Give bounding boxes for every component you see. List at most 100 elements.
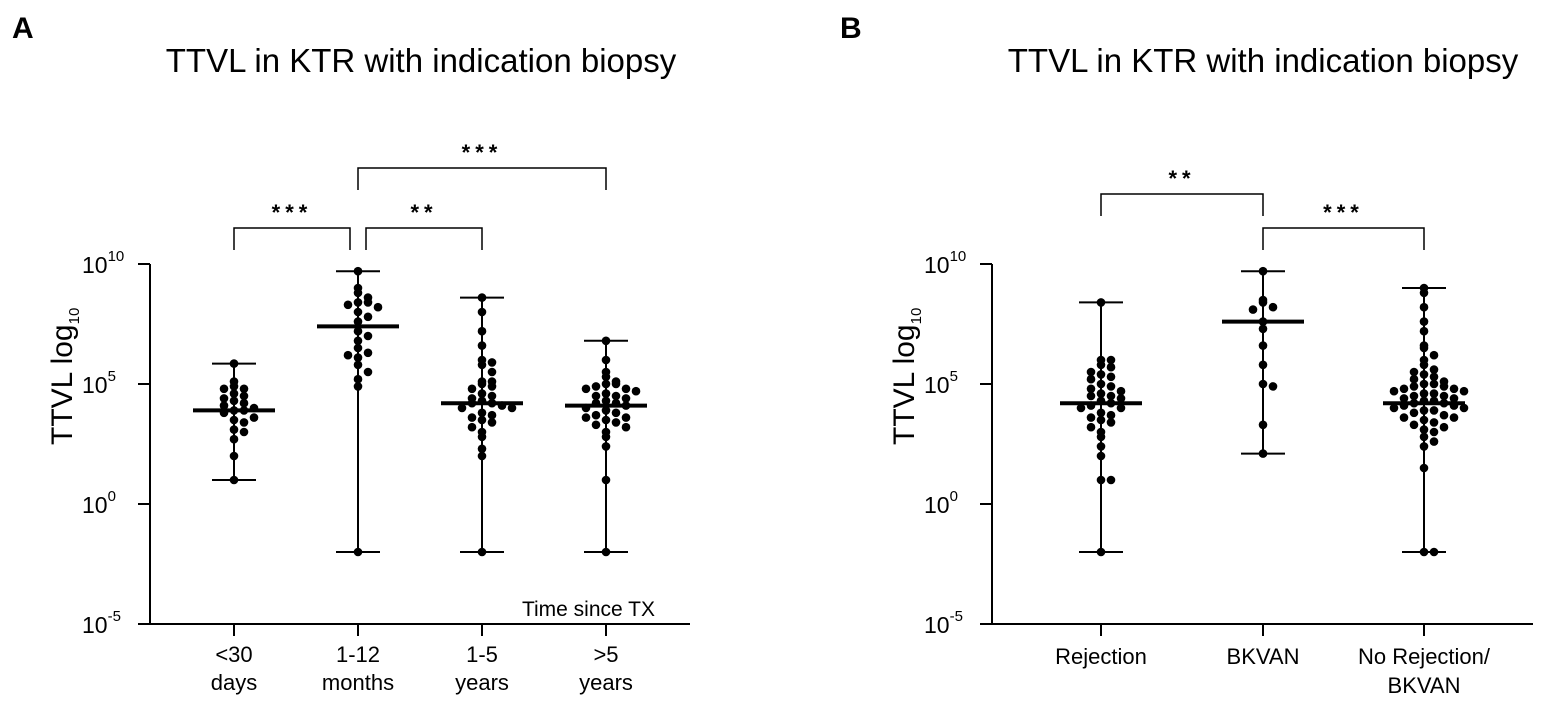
data-point — [1258, 324, 1268, 334]
data-point — [1106, 391, 1116, 401]
data-point — [467, 413, 477, 422]
data-point — [1258, 420, 1268, 430]
data-point — [219, 394, 229, 403]
data-point — [1106, 362, 1116, 372]
data-point — [229, 396, 239, 406]
data-point — [363, 298, 373, 307]
panel-a-categories: <30 days 1-12 months 1-5 years >5 years — [193, 266, 647, 695]
y-tick-label: 10-5 — [82, 608, 121, 638]
data-point — [353, 336, 363, 346]
data-point — [353, 326, 363, 336]
data-point — [1429, 365, 1439, 374]
data-point — [353, 547, 363, 557]
data-point — [1096, 415, 1106, 425]
data-point — [219, 401, 229, 410]
data-point — [1086, 413, 1096, 422]
data-point — [487, 391, 497, 401]
data-point — [1116, 394, 1126, 403]
data-point — [1399, 384, 1409, 394]
data-point — [487, 418, 497, 427]
data-point — [239, 398, 249, 408]
data-point — [1096, 298, 1106, 307]
significance-bracket: ** — [1100, 166, 1264, 216]
data-point — [1419, 442, 1429, 451]
data-point — [229, 359, 239, 368]
data-point — [229, 434, 239, 444]
data-point — [1096, 432, 1106, 442]
significance-bracket: ** — [365, 200, 483, 250]
significance-stars: ** — [1168, 166, 1195, 191]
data-point — [1268, 302, 1278, 312]
data-point — [477, 307, 487, 317]
data-point — [591, 382, 601, 391]
data-point — [467, 422, 477, 432]
data-point — [621, 394, 631, 403]
significance-stars: *** — [462, 140, 503, 165]
significance-stars: *** — [1323, 200, 1364, 225]
data-point — [1419, 370, 1429, 379]
data-point — [601, 415, 611, 425]
data-point — [1419, 288, 1429, 298]
bracket-line — [1100, 193, 1264, 216]
data-point — [467, 384, 477, 394]
y-tick-label: 105 — [924, 368, 958, 398]
data-point — [1419, 379, 1429, 389]
data-point — [1096, 408, 1106, 418]
data-point — [1429, 427, 1439, 437]
significance-bracket: *** — [233, 200, 351, 250]
y-tick-label: 105 — [82, 368, 116, 398]
data-point — [1459, 386, 1469, 396]
data-point — [611, 391, 621, 401]
data-point — [477, 360, 487, 370]
data-point — [611, 379, 621, 389]
category-group: No Rejection/BKVAN — [1358, 283, 1491, 698]
data-point — [353, 382, 363, 391]
data-point — [229, 425, 239, 434]
y-tick-exponent: 10 — [950, 248, 967, 265]
y-tick-label: 100 — [82, 488, 116, 518]
y-tick-base: 10 — [924, 612, 950, 638]
data-point — [601, 355, 611, 365]
data-point — [1419, 406, 1429, 415]
data-point — [1429, 350, 1439, 360]
data-point — [477, 293, 487, 302]
panel-b-y-axis-label: TTVL log10 — [888, 308, 925, 445]
data-point — [1439, 422, 1449, 432]
panel-a-y-axis-label: TTVL log10 — [46, 308, 83, 445]
significance-bracket: *** — [1262, 200, 1425, 250]
y-tick-exponent: 10 — [108, 248, 125, 265]
bracket-line — [357, 167, 607, 190]
data-point — [1096, 451, 1106, 461]
data-point — [1409, 367, 1419, 377]
y-tick-base: 10 — [924, 252, 950, 278]
data-point — [363, 348, 373, 358]
data-point — [353, 374, 363, 384]
y-tick-base: 10 — [82, 612, 108, 638]
data-point — [1449, 413, 1459, 422]
category-group: Rejection — [1055, 298, 1147, 669]
panel-b-letter: B — [840, 12, 862, 45]
data-point — [487, 382, 497, 391]
data-point — [1419, 360, 1429, 370]
data-point — [1258, 298, 1268, 307]
category-label: <30 — [215, 642, 252, 667]
data-point — [239, 418, 249, 427]
data-point — [1419, 326, 1429, 336]
data-point — [229, 451, 239, 461]
data-point — [601, 379, 611, 389]
data-point — [1258, 449, 1268, 458]
category-label: 1-12 — [336, 642, 380, 667]
data-point — [591, 410, 601, 420]
data-point — [477, 379, 487, 389]
data-point — [1429, 406, 1439, 415]
category-label: 1-5 — [466, 642, 498, 667]
data-point — [631, 386, 641, 396]
panel-b-significance: ***** — [1100, 166, 1425, 250]
y-tick-exponent: 0 — [108, 488, 116, 505]
data-point — [1409, 374, 1419, 384]
y-tick-label: 1010 — [924, 248, 966, 278]
data-point — [477, 451, 487, 461]
data-point — [1409, 420, 1419, 430]
bracket-line — [233, 227, 351, 250]
category-label: years — [455, 670, 509, 695]
